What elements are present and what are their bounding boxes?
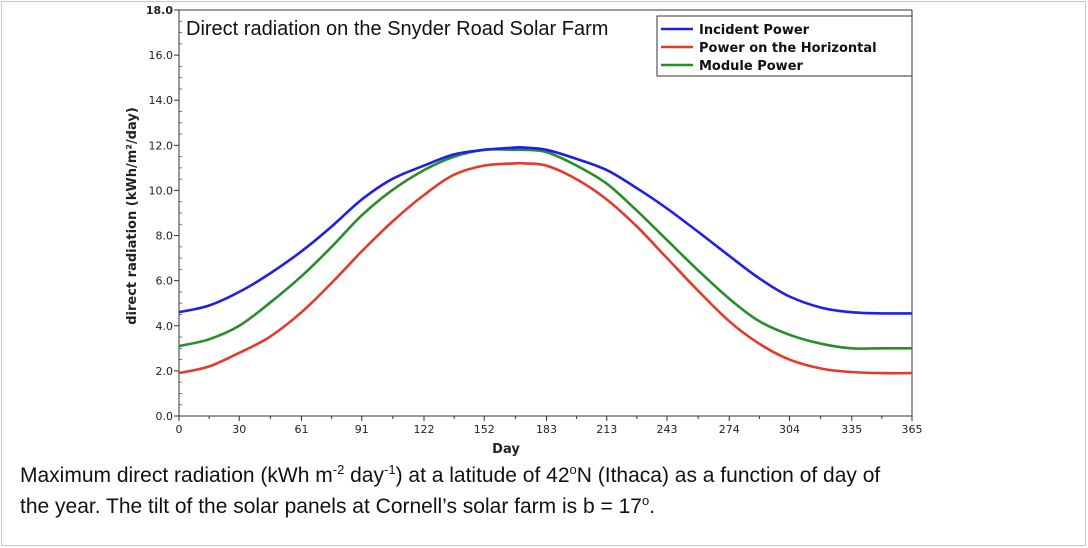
y-axis-ticks: 0.0 2.0 4.0 6.0 8.0 10.0 12.0 14.0 16.0 18.0 — [146, 4, 182, 423]
x-axis-label: Day — [492, 442, 520, 457]
x-tick-label: 91 — [355, 423, 369, 436]
chart: 0 30 61 91 122 152 183 213 243 274 304 335 365 0.0 2.… — [125, 4, 923, 457]
x-tick-label: 243 — [656, 423, 677, 436]
x-tick-label: 335 — [841, 423, 862, 436]
series-line-incident-power — [178, 146, 913, 315]
caption-text: ) at a latitude of 42 — [395, 464, 570, 487]
y-tick-label: 14.0 — [149, 94, 174, 107]
caption-text: the year. The tilt of the solar panels a… — [20, 495, 642, 518]
caption-text: N (Ithaca) as a function of day of — [576, 464, 881, 487]
figure-caption: Maximum direct radiation (kWh m-2 day-1)… — [20, 460, 1080, 522]
x-tick-label: 0 — [176, 423, 183, 436]
y-tick-label: 12.0 — [149, 139, 174, 152]
x-tick-label: 183 — [536, 423, 557, 436]
caption-superscript: o — [569, 462, 577, 477]
chart-title: Direct radiation on the Snyder Road Sola… — [186, 18, 608, 40]
y-tick-label: 16.0 — [149, 49, 174, 62]
x-tick-label: 152 — [474, 423, 495, 436]
x-tick-label: 122 — [414, 423, 435, 436]
caption-text: . — [649, 495, 656, 518]
y-tick-label: 4.0 — [156, 320, 174, 333]
caption-text: day — [344, 464, 384, 487]
x-tick-label: 30 — [232, 423, 246, 436]
caption-superscript: o — [641, 493, 650, 508]
y-tick-label: 0.0 — [156, 410, 174, 423]
y-tick-label: 6.0 — [156, 275, 174, 288]
y-tick-label: 10.0 — [149, 184, 174, 197]
legend-entry: Incident Power — [699, 23, 810, 38]
series-line-module-power — [178, 148, 912, 350]
x-tick-label: 365 — [902, 423, 923, 436]
y-axis-label: direct radiation (kWh/m²/day) — [125, 107, 140, 325]
x-tick-label: 304 — [779, 423, 800, 436]
y-tick-label: 8.0 — [156, 230, 174, 243]
series-line-power-on-the-horizontal — [178, 161, 913, 375]
legend-entry: Module Power — [699, 59, 804, 74]
chart-legend: Incident Power Power on the Horizontal Mod… — [656, 15, 913, 77]
x-tick-label: 61 — [295, 423, 309, 436]
legend-box — [656, 15, 913, 77]
y-tick-label: 2.0 — [156, 365, 174, 378]
caption-text: Maximum direct radiation (kWh m — [20, 464, 333, 487]
x-tick-label: 213 — [596, 423, 617, 436]
x-axis-ticks: 0 30 61 91 122 152 183 213 243 274 304 335 365 — [176, 416, 923, 436]
chart-series — [178, 146, 913, 375]
caption-superscript: -1 — [384, 462, 396, 477]
caption-superscript: -2 — [332, 462, 345, 477]
y-tick-label: 18.0 — [146, 4, 173, 17]
legend-entry: Power on the Horizontal — [699, 41, 877, 56]
x-tick-label: 274 — [719, 423, 740, 436]
